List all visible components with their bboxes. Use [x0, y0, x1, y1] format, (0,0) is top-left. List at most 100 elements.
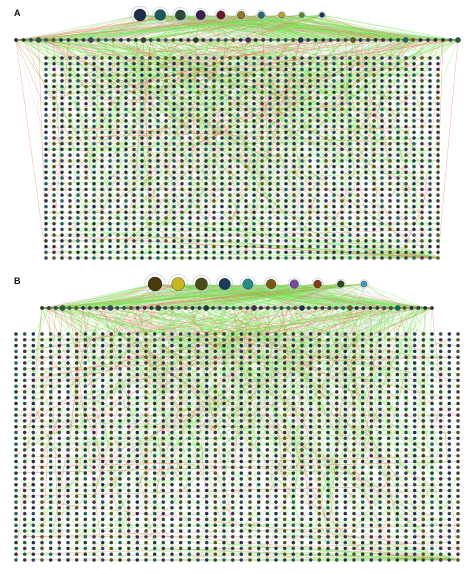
grid-node [388, 96, 391, 99]
grid-node [84, 205, 87, 208]
grid-node [220, 245, 223, 248]
grid-node [300, 466, 303, 469]
grid-node [248, 529, 251, 532]
grid-node [324, 136, 327, 139]
grid-node [378, 356, 381, 359]
grid-node [140, 136, 143, 139]
grid-node [75, 506, 78, 509]
grid-node [92, 176, 95, 179]
grid-node [404, 390, 407, 393]
grid-node [284, 108, 287, 111]
grid-node [153, 332, 156, 335]
grid-node [44, 199, 47, 202]
grid-node [196, 119, 199, 122]
grid-node [220, 256, 223, 259]
grid-node [318, 443, 321, 446]
grid-node [162, 547, 165, 550]
grid-node [58, 558, 61, 561]
grid-node [380, 251, 383, 254]
grid-node [49, 541, 52, 544]
grid-node [23, 547, 26, 550]
grid-node [396, 356, 399, 359]
grid-node [214, 402, 217, 405]
grid-node [76, 114, 79, 117]
row-node [449, 38, 452, 41]
grid-node [40, 373, 43, 376]
grid-node [170, 414, 173, 417]
grid-node [266, 350, 269, 353]
grid-node [196, 553, 199, 556]
grid-node [231, 553, 234, 556]
grid-node [268, 114, 271, 117]
grid-node [318, 431, 321, 434]
grid-node [284, 131, 287, 134]
grid-node [60, 182, 63, 185]
grid-node [300, 56, 303, 59]
grid-node [372, 131, 375, 134]
grid-node [436, 194, 439, 197]
grid-node [364, 102, 367, 105]
grid-node [84, 443, 87, 446]
grid-node [196, 85, 199, 88]
grid-node [276, 239, 279, 242]
grid-node [231, 344, 234, 347]
grid-node [84, 234, 87, 237]
grid-node [430, 437, 433, 440]
grid-node [309, 489, 312, 492]
grid-node [92, 256, 95, 259]
grid-node [40, 361, 43, 364]
grid-node [188, 472, 191, 475]
grid-node [318, 379, 321, 382]
grid-node [448, 489, 451, 492]
grid-node [179, 437, 182, 440]
hub-node [172, 278, 185, 291]
grid-node [318, 535, 321, 538]
grid-node [412, 239, 415, 242]
grid-node [52, 234, 55, 237]
grid-node [222, 361, 225, 364]
grid-node [340, 85, 343, 88]
grid-node [60, 85, 63, 88]
grid-node [58, 472, 61, 475]
grid-node [228, 199, 231, 202]
grid-node [92, 350, 95, 353]
grid-node [84, 108, 87, 111]
grid-node [14, 338, 17, 341]
grid-node [84, 431, 87, 434]
grid-node [292, 506, 295, 509]
grid-node [248, 385, 251, 388]
grid-node [23, 495, 26, 498]
grid-node [413, 553, 416, 556]
grid-node [52, 171, 55, 174]
grid-node [412, 234, 415, 237]
grid-node [244, 74, 247, 77]
grid-node [240, 518, 243, 521]
grid-node [153, 466, 156, 469]
grid-node [68, 102, 71, 105]
grid-node [300, 131, 303, 134]
grid-node [274, 367, 277, 370]
grid-node [248, 344, 251, 347]
grid-node [448, 501, 451, 504]
grid-node [212, 74, 215, 77]
grid-node [231, 454, 234, 457]
grid-node [404, 408, 407, 411]
grid-node [268, 142, 271, 145]
grid-node [387, 489, 390, 492]
grid-node [58, 495, 61, 498]
grid-node [49, 338, 52, 341]
grid-node [68, 142, 71, 145]
grid-node [268, 136, 271, 139]
row-node [88, 306, 91, 309]
grid-node [348, 245, 351, 248]
grid-node [75, 553, 78, 556]
grid-node [58, 512, 61, 515]
grid-node [132, 85, 135, 88]
grid-node [196, 332, 199, 335]
grid-node [40, 495, 43, 498]
grid-node [448, 553, 451, 556]
grid-node [60, 171, 63, 174]
grid-node [92, 165, 95, 168]
grid-node [124, 96, 127, 99]
grid-node [170, 367, 173, 370]
